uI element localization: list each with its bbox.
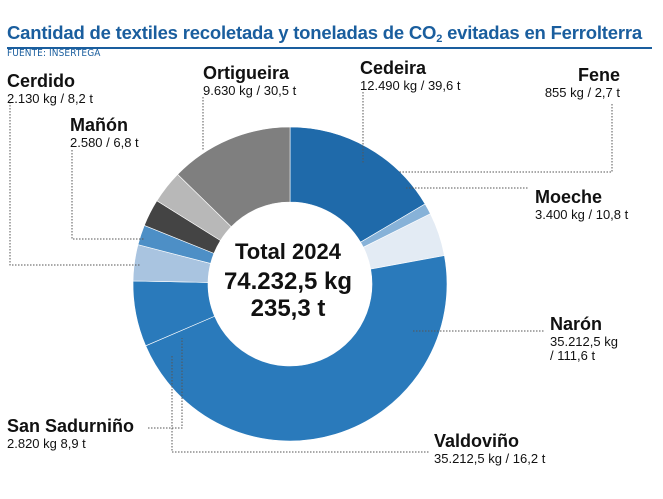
label-cerdido-value: 2.130 kg / 8,2 t [7,90,94,106]
label-cerdido: Cerdido 2.130 kg / 8,2 t [7,71,94,106]
leader-fene [398,104,613,173]
label-naron-name: Narón [550,314,603,334]
label-ortigueira-name: Ortigueira [203,63,290,83]
label-fene-name: Fene [577,65,620,85]
label-cedeira: Cedeira 12.490 kg / 39,6 t [360,58,461,93]
label-ortigueira-value: 9.630 kg / 30,5 t [203,82,297,98]
label-cerdido-name: Cerdido [7,71,76,91]
label-moeche-value: 3.400 kg / 10,8 t [535,206,629,222]
label-cedeira-value: 12.490 kg / 39,6 t [360,77,461,93]
total-label: Total 2024 74.232,5 kg 235,3 t [208,239,368,322]
total-kg: 74.232,5 kg [223,268,353,296]
leader-manon [71,150,145,240]
label-moeche-name: Moeche [535,187,603,207]
leader-sansadurnino [148,338,183,429]
total-t: 235,3 t [250,294,326,322]
label-sansadurnino-name: San Sadurniño [7,416,135,436]
label-naron-value-2: / 111,6 t [550,348,596,364]
label-valdovino-value: 35.212,5 kg / 16,2 t [434,450,546,466]
source-note: FUENTE: INSERTEGA [7,48,101,59]
label-naron: Narón 35.212,5 kg / 111,6 t [550,314,618,364]
leader-lines [9,92,613,453]
label-manon: Mañón 2.580 / 6,8 t [70,115,139,150]
label-fene-value: 855 kg / 2,7 t [544,84,620,100]
label-fene: Fene 855 kg / 2,7 t [544,65,620,100]
slice-nar-n-3 [145,255,448,442]
chart-title: Cantidad de textiles recoletada y tonela… [7,22,642,45]
slice-ortigueira-9 [177,126,291,228]
label-sansadurnino: San Sadurniño 2.820 kg 8,9 t [7,416,135,451]
label-manon-value: 2.580 / 6,8 t [70,134,139,150]
label-valdovino-name: Valdoviño [434,431,520,451]
donut-slices [132,126,448,442]
co2-subscript: 2 [436,33,443,45]
label-cedeira-name: Cedeira [360,58,427,78]
label-manon-name: Mañón [70,115,128,135]
label-ortigueira: Ortigueira 9.630 kg / 30,5 t [203,63,297,98]
label-valdovino: Valdoviño 35.212,5 kg / 16,2 t [434,431,546,466]
total-year: Total 2024 [235,239,341,264]
leader-valdovino [171,356,430,453]
label-naron-value-1: 35.212,5 kg [550,333,618,349]
label-sansadurnino-value: 2.820 kg 8,9 t [7,435,86,451]
leader-cerdido [9,102,140,266]
title-rule [7,47,652,49]
label-moeche: Moeche 3.400 kg / 10,8 t [535,187,629,222]
